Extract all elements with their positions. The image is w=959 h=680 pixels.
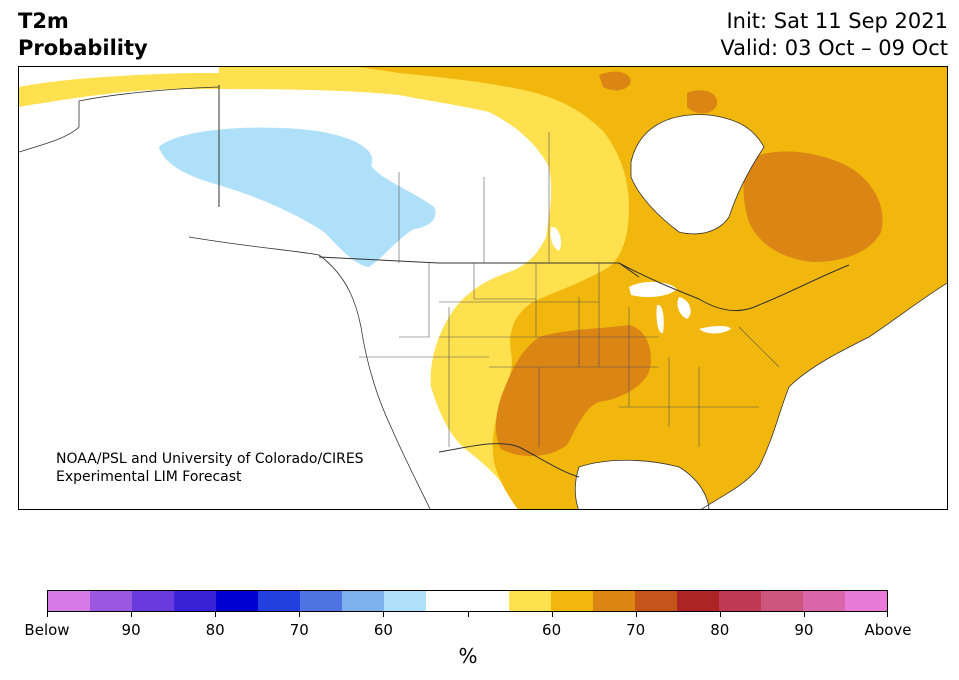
- colorbar-segment: [677, 591, 720, 611]
- coastlines: [19, 86, 947, 509]
- colorbar-tick-label: Above: [864, 621, 912, 639]
- colorbar-segment: [383, 591, 426, 611]
- colorbar-tick-label: 70: [289, 621, 309, 639]
- colorbar-segment: [173, 591, 216, 611]
- colorbar-segment: [467, 591, 510, 611]
- pacific-ocean: [19, 207, 428, 509]
- colorbar-segment: [593, 591, 636, 611]
- colorbar-segment: [341, 591, 384, 611]
- north-pacific-coast: [19, 101, 79, 152]
- colorbar-tick-label: 70: [626, 621, 646, 639]
- colorbar-tick: [299, 612, 300, 617]
- lake-winnipeg: [550, 226, 562, 251]
- valid-dates: Valid: 03 Oct – 09 Oct: [720, 36, 948, 60]
- map-svg: [19, 67, 947, 509]
- colorbar-segment: [257, 591, 300, 611]
- above-80-nunavut: [599, 71, 631, 91]
- colorbar-tick: [47, 612, 48, 617]
- state-borders: [359, 132, 780, 447]
- colorbar-tick: [804, 612, 805, 617]
- above-80-central: [495, 325, 651, 457]
- colorbar-segment: [89, 591, 132, 611]
- above-80-quebec: [743, 151, 883, 262]
- colorbar-segment: [635, 591, 678, 611]
- colorbar-segment: [719, 591, 762, 611]
- hudson-bay: [631, 114, 764, 234]
- colorbar-tick-labels: Below 90 80 70 60 60 70 80 90 Above: [0, 621, 959, 641]
- colorbar-tick-label: 60: [542, 621, 562, 639]
- forecast-dates: Init: Sat 11 Sep 2021 Valid: 03 Oct – 09…: [720, 8, 948, 62]
- colorbar-tick: [887, 612, 888, 617]
- credit-line-2: Experimental LIM Forecast: [56, 469, 242, 485]
- colorbar-tick-label: 90: [121, 621, 141, 639]
- colorbar-segment: [299, 591, 342, 611]
- lake-erie: [699, 326, 731, 334]
- map-credit: NOAA/PSL and University of Colorado/CIRE…: [56, 450, 364, 486]
- colorbar-segment: [845, 591, 888, 611]
- colorbar-tick: [383, 612, 384, 617]
- below-60-region: [159, 127, 436, 267]
- atlantic-ocean: [702, 283, 947, 509]
- lake-huron: [677, 297, 691, 319]
- colorbar-segment: [551, 591, 594, 611]
- colorbar-tick: [215, 612, 216, 617]
- colorbar-segment: [425, 591, 468, 611]
- colorbar-tick-label: 60: [373, 621, 393, 639]
- init-date: Init: Sat 11 Sep 2021: [726, 9, 948, 33]
- colorbar-segment: [761, 591, 804, 611]
- lake-michigan: [656, 304, 664, 334]
- colorbar-segment: [509, 591, 552, 611]
- chart-title: T2m Probability: [18, 8, 148, 62]
- colorbar: [47, 590, 888, 612]
- title-variable: T2m: [18, 9, 69, 33]
- colorbar-tick: [552, 612, 553, 617]
- colorbar-segment: [803, 591, 846, 611]
- colorbar-tick: [131, 612, 132, 617]
- colorbar-ticks: [0, 612, 959, 618]
- above-80-hudson-north: [687, 90, 718, 114]
- colorbar-segment: [215, 591, 258, 611]
- title-metric: Probability: [18, 36, 148, 60]
- colorbar-segment: [48, 591, 90, 611]
- colorbar-tick-label: 80: [205, 621, 225, 639]
- colorbar-tick: [636, 612, 637, 617]
- lake-superior: [629, 281, 677, 297]
- colorbar-unit: %: [458, 644, 478, 668]
- colorbar-tick-label: Below: [24, 621, 70, 639]
- country-borders: [218, 85, 850, 478]
- colorbar-tick-label: 90: [794, 621, 814, 639]
- colorbar-segment: [131, 591, 174, 611]
- colorbar-tick: [468, 612, 469, 617]
- colorbar-tick-label: 80: [710, 621, 730, 639]
- gulf-of-mexico: [575, 460, 709, 509]
- probability-map: NOAA/PSL and University of Colorado/CIRE…: [18, 66, 948, 510]
- credit-line-1: NOAA/PSL and University of Colorado/CIRE…: [56, 451, 364, 467]
- colorbar-tick: [720, 612, 721, 617]
